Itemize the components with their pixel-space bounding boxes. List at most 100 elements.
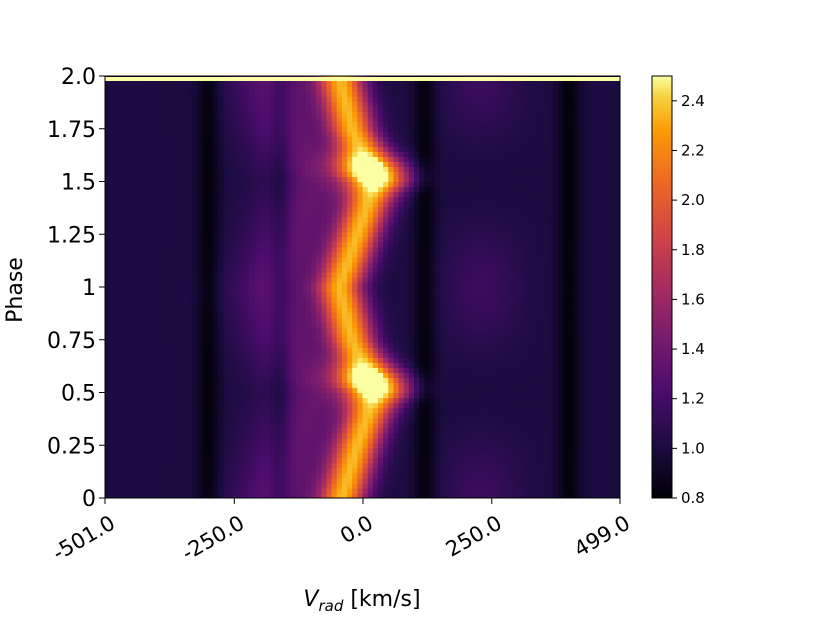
heatmap-cell: [213, 417, 219, 424]
heatmap-cell: [568, 387, 575, 394]
heatmap-cell: [285, 412, 291, 419]
heatmap-cell: [568, 281, 575, 288]
heatmap-cell: [331, 447, 338, 454]
heatmap-cell: [429, 477, 436, 484]
heatmap-cell: [151, 382, 158, 389]
heatmap-cell: [213, 492, 219, 498]
heatmap-cell: [475, 246, 482, 253]
heatmap-cell: [372, 392, 379, 399]
heatmap-cell: [434, 292, 441, 298]
heatmap-cell: [135, 347, 142, 353]
heatmap-cell: [249, 307, 255, 313]
heatmap-cell: [614, 467, 620, 474]
heatmap-cell: [589, 452, 595, 459]
heatmap-cell: [480, 452, 487, 459]
heatmap-cell: [202, 442, 209, 449]
heatmap-cell: [151, 256, 158, 263]
heatmap-cell: [429, 357, 436, 363]
heatmap-cell: [573, 392, 580, 399]
heatmap-cell: [383, 447, 389, 454]
heatmap-cell: [192, 457, 199, 464]
heatmap-cell: [506, 492, 513, 498]
heatmap-cell: [419, 307, 425, 313]
heatmap-cell: [192, 352, 199, 358]
heatmap-cell: [568, 302, 575, 308]
heatmap-cell: [583, 407, 590, 414]
heatmap-cell: [537, 472, 544, 479]
heatmap-cell: [501, 271, 508, 278]
heatmap-cell: [202, 317, 209, 323]
heatmap-cell: [331, 392, 338, 399]
heatmap-cell: [429, 382, 436, 389]
heatmap-cell: [403, 251, 410, 258]
heatmap-cell: [300, 392, 307, 399]
heatmap-cell: [450, 312, 456, 318]
heatmap-cell: [372, 337, 379, 343]
heatmap-cell: [547, 417, 554, 424]
heatmap-cell: [295, 492, 302, 498]
heatmap-cell: [341, 482, 348, 489]
heatmap-cell: [414, 462, 420, 469]
heatmap-cell: [377, 477, 384, 484]
heatmap-cell: [336, 261, 343, 268]
heatmap-cell: [558, 332, 564, 338]
heatmap-cell: [367, 377, 374, 384]
heatmap-cell: [233, 271, 240, 278]
heatmap-cell: [377, 307, 384, 313]
heatmap-cell: [553, 327, 559, 333]
heatmap-cell: [269, 412, 276, 419]
heatmap-cell: [553, 377, 559, 384]
heatmap-cell: [547, 382, 554, 389]
heatmap-cell: [491, 302, 497, 308]
heatmap-cell: [218, 397, 225, 404]
heatmap-cell: [331, 377, 338, 384]
heatmap-cell: [187, 372, 194, 379]
heatmap-cell: [486, 246, 492, 253]
heatmap-cell: [233, 392, 240, 399]
heatmap-cell: [480, 337, 487, 343]
heatmap-cell: [553, 256, 559, 263]
heatmap-cell: [558, 447, 564, 454]
heatmap-cell: [439, 407, 446, 414]
heatmap-cell: [614, 377, 620, 384]
heatmap-cell: [218, 422, 225, 429]
heatmap-cell: [470, 387, 477, 394]
heatmap-cell: [609, 332, 616, 338]
heatmap-cell: [583, 261, 590, 268]
heatmap-cell: [290, 427, 297, 434]
heatmap-cell: [414, 372, 420, 379]
heatmap-cell: [599, 362, 606, 368]
heatmap-cell: [218, 382, 225, 389]
heatmap-cell: [249, 297, 255, 303]
heatmap-cell: [578, 457, 585, 464]
heatmap-cell: [280, 347, 286, 353]
heatmap-cell: [450, 377, 456, 384]
heatmap-cell: [161, 447, 168, 454]
heatmap-cell: [424, 266, 431, 273]
heatmap-cell: [527, 332, 534, 338]
heatmap-cell: [177, 347, 183, 353]
heatmap-cell: [295, 467, 302, 474]
heatmap-cell: [300, 246, 307, 253]
heatmap-cell: [156, 357, 163, 363]
heatmap-cell: [336, 417, 343, 424]
heatmap-cell: [264, 452, 271, 459]
heatmap-cell: [238, 397, 245, 404]
heatmap-cell: [141, 387, 147, 394]
heatmap-cell: [192, 402, 199, 409]
heatmap-cell: [125, 392, 132, 399]
heatmap-cell: [311, 382, 317, 389]
heatmap-cell: [424, 467, 431, 474]
heatmap-cell: [347, 271, 353, 278]
heatmap-cell: [429, 276, 436, 283]
heatmap-cell: [305, 312, 312, 318]
heatmap-cell: [367, 362, 374, 368]
heatmap-cell: [321, 317, 328, 323]
heatmap-cell: [563, 302, 570, 308]
heatmap-cell: [568, 367, 575, 373]
heatmap-cell: [486, 417, 492, 424]
heatmap-cell: [553, 482, 559, 489]
heatmap-cell: [455, 452, 461, 459]
heatmap-cell: [393, 467, 400, 474]
heatmap-cell: [532, 246, 539, 253]
